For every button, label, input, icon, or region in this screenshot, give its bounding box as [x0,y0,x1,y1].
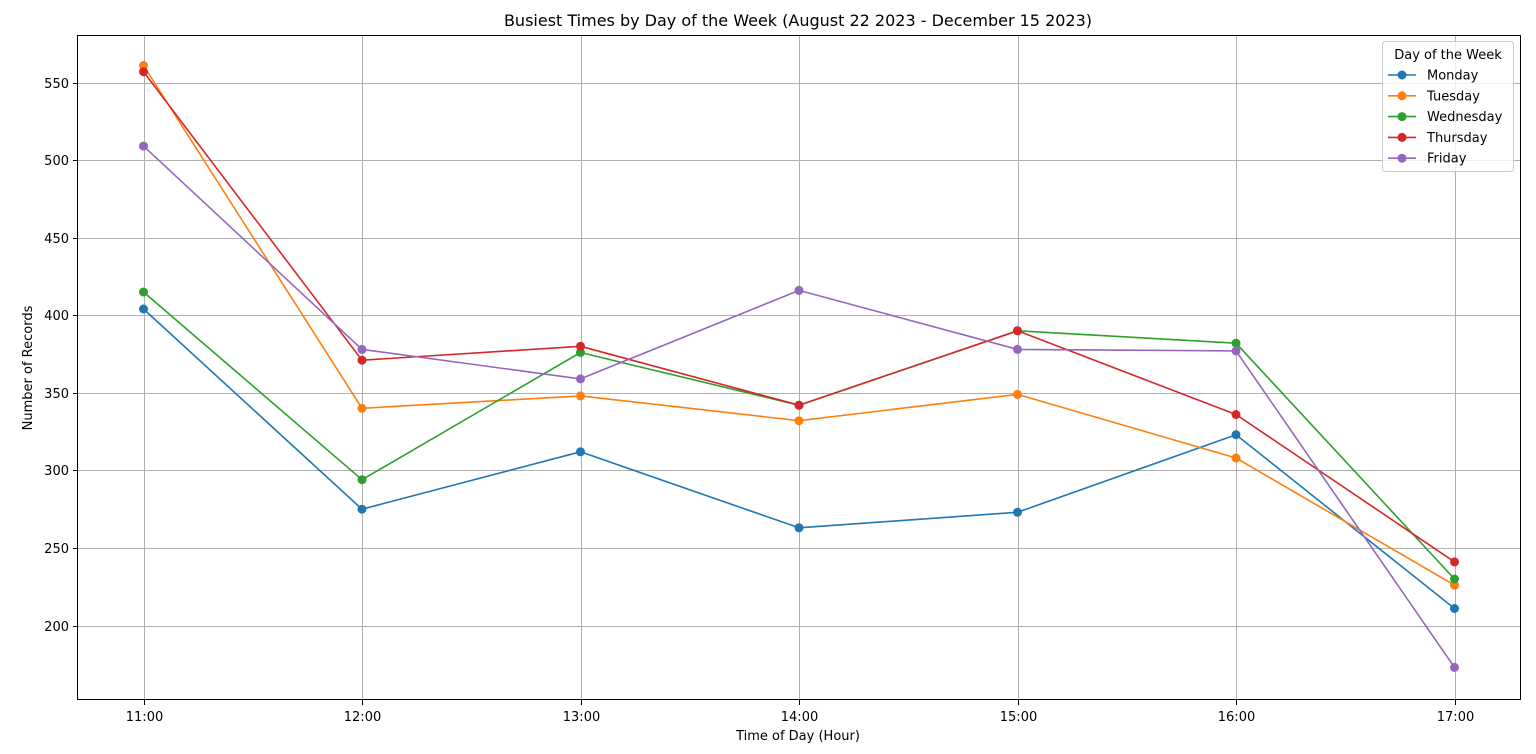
data-point-tuesday [576,391,585,401]
x-tick-label: 17:00 [1437,710,1474,725]
series-friday [139,141,1459,672]
plot-area-frame [77,35,1521,700]
chart-title: Busiest Times by Day of the Week (August… [504,11,1092,30]
x-axis-ticks: 11:00 12:00 13:00 14:00 15:00 16:00 17:00 [126,700,1474,725]
legend: Day of the Week Monday Tuesday Wednesday Th… [1382,41,1514,172]
series-tuesday [139,61,1459,590]
x-axis-label: Time of Day (Hour) [735,729,860,744]
legend-label-tuesday: Tuesday [1426,89,1480,104]
series-monday [139,304,1459,613]
data-point-tuesday [139,61,148,70]
series-thursday [139,67,1459,567]
y-axis-ticks: 200 250 300 350 400 450 500 550 [44,77,78,635]
x-tick-label: 16:00 [1218,710,1255,725]
legend-item-wednesday: Wednesday [1388,110,1503,125]
data-point-tuesday [794,416,804,426]
data-point-monday [1450,604,1459,613]
data-point-friday [794,285,804,295]
x-tick-label: 13:00 [563,710,600,725]
legend-item-monday: Monday [1388,69,1479,84]
x-tick-label: 15:00 [1000,710,1037,725]
x-tick-label: 11:00 [126,710,163,725]
legend-label-wednesday: Wednesday [1427,110,1503,125]
data-point-monday [139,304,148,314]
grid-lines [78,36,1521,700]
data-point-monday [357,504,367,514]
data-point-wednesday [1231,338,1241,348]
x-tick-label: 12:00 [344,710,381,725]
y-tick-label: 250 [44,542,69,557]
data-point-thursday [1013,326,1022,336]
y-tick-label: 200 [44,620,69,635]
legend-title: Day of the Week [1394,48,1502,63]
data-point-friday [1450,662,1459,672]
legend-marker-wednesday [1397,112,1407,122]
y-axis-label: Number of Records [21,305,36,430]
series-layer [139,61,1459,672]
data-point-wednesday [576,348,585,357]
legend-marker-friday [1397,153,1407,163]
legend-marker-monday [1397,70,1407,80]
legend-label-friday: Friday [1427,152,1467,167]
legend-items: Monday Tuesday Wednesday Thursday Friday [1388,69,1503,167]
data-point-friday [576,374,585,384]
legend-item-thursday: Thursday [1388,131,1488,146]
data-point-thursday [794,400,804,410]
data-point-wednesday [357,475,367,485]
data-point-friday [1013,344,1022,354]
data-point-monday [794,523,804,533]
data-point-tuesday [1231,453,1241,463]
data-point-wednesday [139,287,148,297]
data-point-thursday [357,355,367,365]
legend-box [1382,41,1514,172]
data-point-tuesday [1013,389,1022,399]
data-point-thursday [576,341,585,351]
y-tick-label: 350 [44,387,69,402]
y-tick-label: 550 [44,77,69,92]
legend-item-tuesday: Tuesday [1388,89,1480,104]
data-point-monday [1013,507,1022,517]
legend-label-thursday: Thursday [1426,131,1488,146]
y-tick-label: 500 [44,154,69,169]
legend-marker-tuesday [1397,91,1407,101]
data-point-thursday [1450,557,1459,567]
legend-marker-thursday [1397,132,1407,142]
y-tick-label: 300 [44,464,69,479]
data-point-monday [576,447,585,457]
legend-label-monday: Monday [1427,69,1479,84]
data-point-friday [139,141,148,151]
data-point-friday [1231,346,1241,356]
y-tick-label: 400 [44,309,69,324]
legend-item-friday: Friday [1388,152,1467,167]
data-point-wednesday [1450,574,1459,584]
data-point-friday [357,344,367,354]
y-tick-label: 450 [44,232,69,247]
data-point-tuesday [357,403,367,413]
data-point-thursday [139,67,148,77]
data-point-tuesday [1450,580,1459,590]
x-tick-label: 14:00 [781,710,818,725]
data-point-monday [1231,430,1241,440]
data-point-thursday [1231,410,1241,419]
